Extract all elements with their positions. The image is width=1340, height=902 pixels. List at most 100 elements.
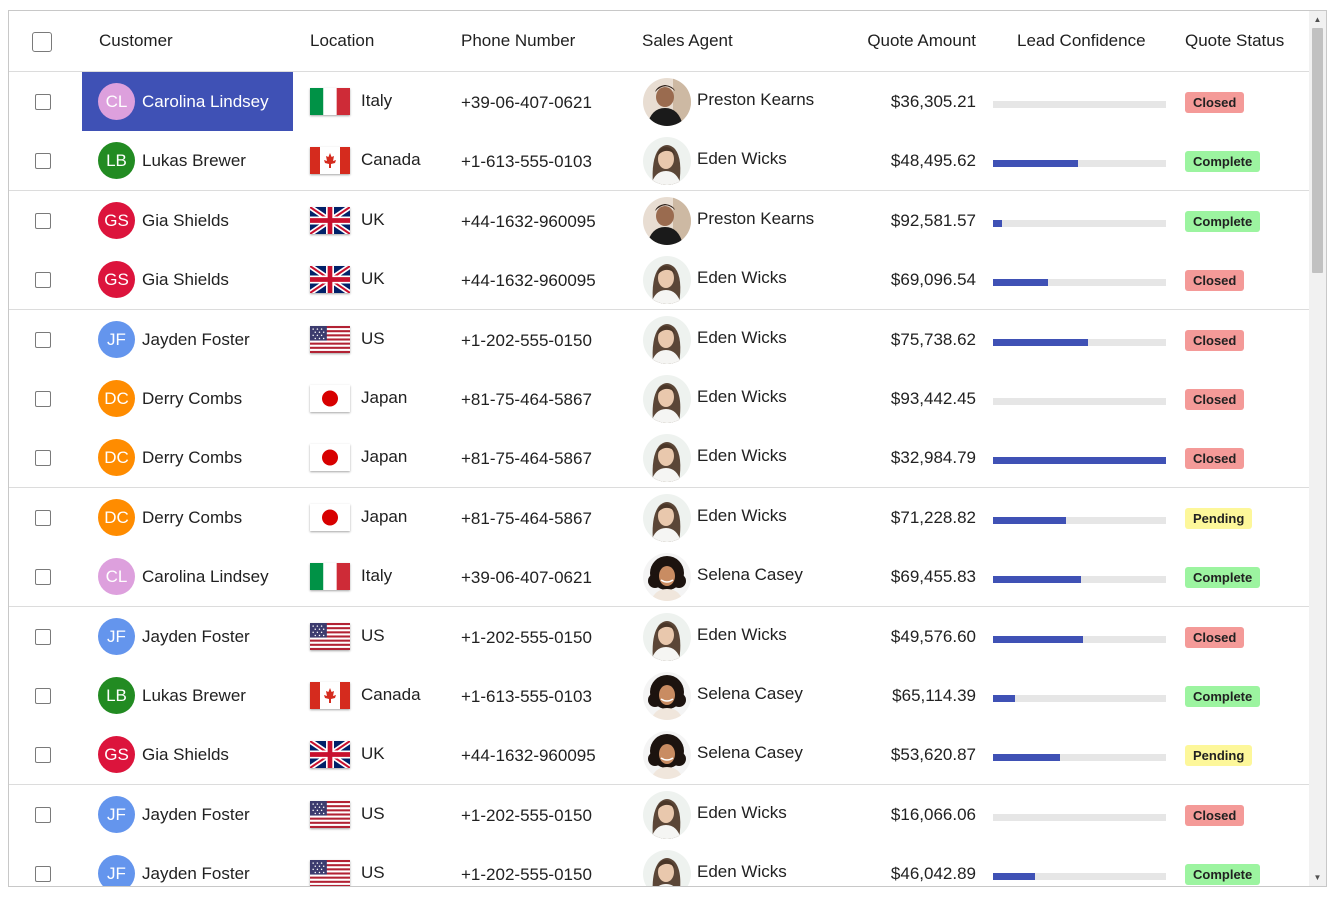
lead-confidence-bar [993, 636, 1166, 643]
quote-status-badge: Complete [1185, 686, 1261, 707]
scrollbar-thumb[interactable] [1312, 28, 1323, 273]
curly-hair-agent-photo [643, 672, 691, 720]
quote-status-badge: Pending [1185, 745, 1253, 766]
female-agent-photo [643, 316, 691, 364]
quote-status-badge: Closed [1185, 270, 1245, 291]
table-row[interactable]: LB Lukas Brewer Canada +1-613-555-0103 Selen… [9, 666, 1309, 726]
table-row[interactable]: JF Jayden Foster US +1-202-555-0150 Eden Wic… [9, 785, 1309, 845]
table-row[interactable]: DC Derry Combs Japan +81-75-464-5867 Eden Wi… [9, 428, 1309, 488]
customer-cell[interactable]: LB Lukas Brewer [82, 131, 293, 190]
customer-cell[interactable]: JF Jayden Foster [82, 844, 293, 886]
customer-cell[interactable]: DC Derry Combs [82, 428, 293, 487]
scroll-down-arrow-icon[interactable]: ▼ [1313, 873, 1322, 882]
location-name: Japan [361, 447, 408, 466]
table-row[interactable]: DC Derry Combs Japan +81-75-464-5867 Eden Wi… [9, 369, 1309, 429]
customer-cell[interactable]: CL Carolina Lindsey [82, 72, 293, 131]
quote-status-badge: Closed [1185, 92, 1245, 113]
lead-confidence-bar [993, 695, 1166, 702]
row-select-checkbox[interactable] [35, 747, 51, 763]
row-select-checkbox[interactable] [35, 391, 51, 407]
row-select-checkbox[interactable] [35, 153, 51, 169]
phone-number: +1-202-555-0150 [461, 806, 592, 825]
row-select-checkbox[interactable] [35, 510, 51, 526]
customer-cell[interactable]: GS Gia Shields [82, 250, 293, 309]
row-select-checkbox[interactable] [35, 688, 51, 704]
customer-cell[interactable]: LB Lukas Brewer [82, 666, 293, 725]
header-quote-status[interactable]: Quote Status [1185, 31, 1285, 50]
customer-avatar: LB [98, 677, 135, 714]
table-row[interactable]: DC Derry Combs Japan +81-75-464-5867 Eden Wi… [9, 488, 1309, 548]
table-row[interactable]: CL Carolina Lindsey Italy +39-06-407-0621 Se… [9, 547, 1309, 607]
customer-name: Gia Shields [142, 211, 229, 230]
quote-amount: $65,114.39 [892, 686, 976, 705]
customer-name: Lukas Brewer [142, 151, 246, 170]
lead-confidence-fill [993, 754, 1061, 761]
sales-agent-name: Eden Wicks [697, 149, 787, 168]
scroll-up-arrow-icon[interactable]: ▲ [1313, 15, 1322, 24]
customer-cell[interactable]: JF Jayden Foster [82, 607, 293, 666]
location-name: Italy [361, 566, 393, 585]
row-select-checkbox[interactable] [35, 94, 51, 110]
female-agent-photo [643, 137, 691, 185]
canada-flag-icon [310, 147, 350, 174]
row-select-checkbox[interactable] [35, 272, 51, 288]
customer-name: Gia Shields [142, 745, 229, 764]
table-row[interactable]: JF Jayden Foster US +1-202-555-0150 Eden Wic… [9, 844, 1309, 886]
customer-cell[interactable]: GS Gia Shields [82, 725, 293, 784]
quote-amount: $48,495.62 [890, 151, 976, 170]
female-agent-photo [643, 791, 691, 839]
table-row[interactable]: JF Jayden Foster US +1-202-555-0150 Eden Wic… [9, 607, 1309, 667]
phone-number: +1-202-555-0150 [461, 331, 592, 350]
header-location[interactable]: Location [310, 31, 375, 50]
row-select-checkbox[interactable] [35, 569, 51, 585]
header-customer[interactable]: Customer [99, 31, 173, 50]
customer-avatar: GS [98, 202, 135, 239]
customer-avatar: DC [98, 499, 135, 536]
uk-flag-icon [310, 266, 350, 293]
vertical-scrollbar[interactable]: ▲ ▼ [1309, 11, 1326, 886]
sales-agent-name: Eden Wicks [697, 328, 787, 347]
row-select-checkbox[interactable] [35, 807, 51, 823]
table-row[interactable]: GS Gia Shields UK +44-1632-960095 Selena Cas… [9, 725, 1309, 785]
lead-confidence-fill [993, 576, 1082, 583]
customer-cell[interactable]: DC Derry Combs [82, 488, 293, 547]
header-phone[interactable]: Phone Number [461, 31, 576, 50]
sales-agent-name: Eden Wicks [697, 506, 787, 525]
customer-cell[interactable]: JF Jayden Foster [82, 785, 293, 844]
uk-flag-icon [310, 741, 350, 768]
row-select-checkbox[interactable] [35, 450, 51, 466]
lead-confidence-fill [993, 517, 1066, 524]
customer-avatar: JF [98, 796, 135, 833]
row-select-checkbox[interactable] [35, 332, 51, 348]
customer-cell[interactable]: DC Derry Combs [82, 369, 293, 428]
table-row[interactable]: GS Gia Shields UK +44-1632-960095 Preston Ke… [9, 191, 1309, 251]
header-sales-agent[interactable]: Sales Agent [642, 31, 733, 50]
table-row[interactable]: GS Gia Shields UK +44-1632-960095 Eden Wicks… [9, 250, 1309, 310]
row-select-checkbox[interactable] [35, 629, 51, 645]
table-row[interactable]: JF Jayden Foster US +1-202-555-0150 Eden Wic… [9, 310, 1309, 370]
quote-amount: $69,096.54 [890, 270, 976, 289]
lead-confidence-bar [993, 279, 1166, 286]
customer-cell[interactable]: CL Carolina Lindsey [82, 547, 293, 606]
us-flag-icon [310, 860, 350, 886]
customer-cell[interactable]: GS Gia Shields [82, 191, 293, 250]
table-row[interactable]: LB Lukas Brewer Canada +1-613-555-0103 Eden … [9, 131, 1309, 191]
phone-number: +44-1632-960095 [461, 212, 596, 231]
quote-amount: $71,228.82 [890, 508, 976, 527]
female-agent-photo [643, 434, 691, 482]
header-quote-amount[interactable]: Quote Amount [867, 31, 976, 50]
sales-agent-name: Eden Wicks [697, 446, 787, 465]
lead-confidence-bar [993, 457, 1166, 464]
select-all-checkbox[interactable] [32, 32, 52, 52]
table-row[interactable]: CL Carolina Lindsey Italy +39-06-407-0621 Pr… [9, 72, 1309, 132]
row-select-checkbox[interactable] [35, 213, 51, 229]
header-lead-confidence[interactable]: Lead Confidence [1017, 31, 1146, 50]
lead-confidence-bar [993, 101, 1166, 108]
customer-cell[interactable]: JF Jayden Foster [82, 310, 293, 369]
customer-avatar: GS [98, 736, 135, 773]
quote-amount: $53,620.87 [890, 745, 976, 764]
row-select-checkbox[interactable] [35, 866, 51, 882]
sales-agent-name: Eden Wicks [697, 803, 787, 822]
sales-agent-name: Eden Wicks [697, 387, 787, 406]
customer-avatar: JF [98, 855, 135, 886]
